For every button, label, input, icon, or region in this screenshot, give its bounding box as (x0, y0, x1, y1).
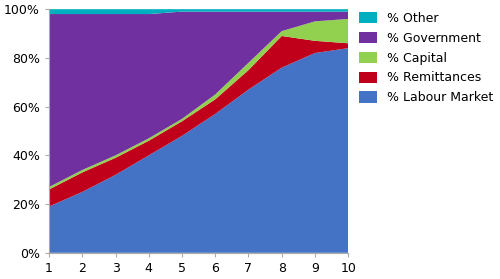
Legend: % Other, % Government, % Capital, % Remittances, % Labour Market: % Other, % Government, % Capital, % Remi… (358, 11, 495, 105)
